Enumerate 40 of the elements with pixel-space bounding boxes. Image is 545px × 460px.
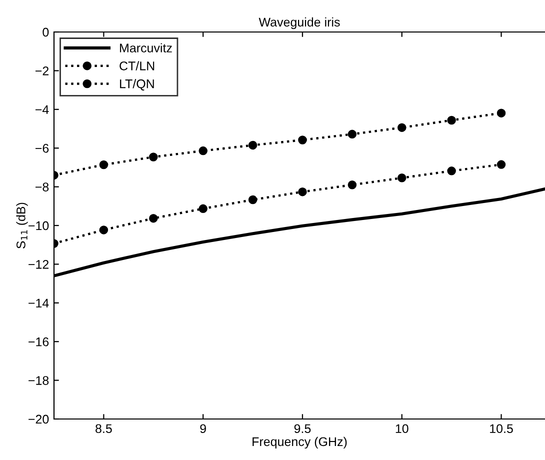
legend-label: CT/LN [120,61,154,70]
legend-label: LT/QN [120,79,154,90]
y-tick-label: 0 [42,28,49,37]
point [298,136,307,144]
y-tick-label: −8 [36,182,49,192]
y-tick-label: −6 [36,144,49,153]
point [447,116,456,125]
y-tick-label: −14 [28,298,49,308]
chart-title: Waveguide iris [258,17,340,30]
point [149,152,158,162]
point [248,140,258,150]
y-tick-label: −10 [28,221,49,230]
point [496,160,506,169]
x-tick-label: 9.5 [294,424,311,434]
y-tick-label: −20 [28,414,49,424]
x-tick-label: 8.5 [96,424,112,434]
legend-label: Marcuvitz [120,43,172,52]
point [298,187,307,196]
point [348,130,357,139]
x-tick-label: 9 [200,424,206,434]
x-tick-label: 10 [396,424,408,434]
point [99,160,108,170]
point [398,123,406,132]
point [198,146,208,156]
point [99,226,108,234]
y-tick-label: −2 [36,66,49,76]
y-tick-label: −4 [36,105,49,114]
y-tick-label: −16 [28,337,49,346]
point [348,180,357,190]
y-axis-title: S$_{11}$ (dB) [16,202,28,248]
point [248,195,258,204]
point [398,174,406,182]
y-tick-label: −18 [28,376,49,385]
point [496,108,506,118]
point [149,214,158,223]
y-tick-label: −12 [28,260,49,269]
x-tick-label: 10.5 [490,424,513,434]
x-axis-title: Frequency (GHz) [252,436,347,449]
point [198,204,208,214]
point [447,166,456,176]
